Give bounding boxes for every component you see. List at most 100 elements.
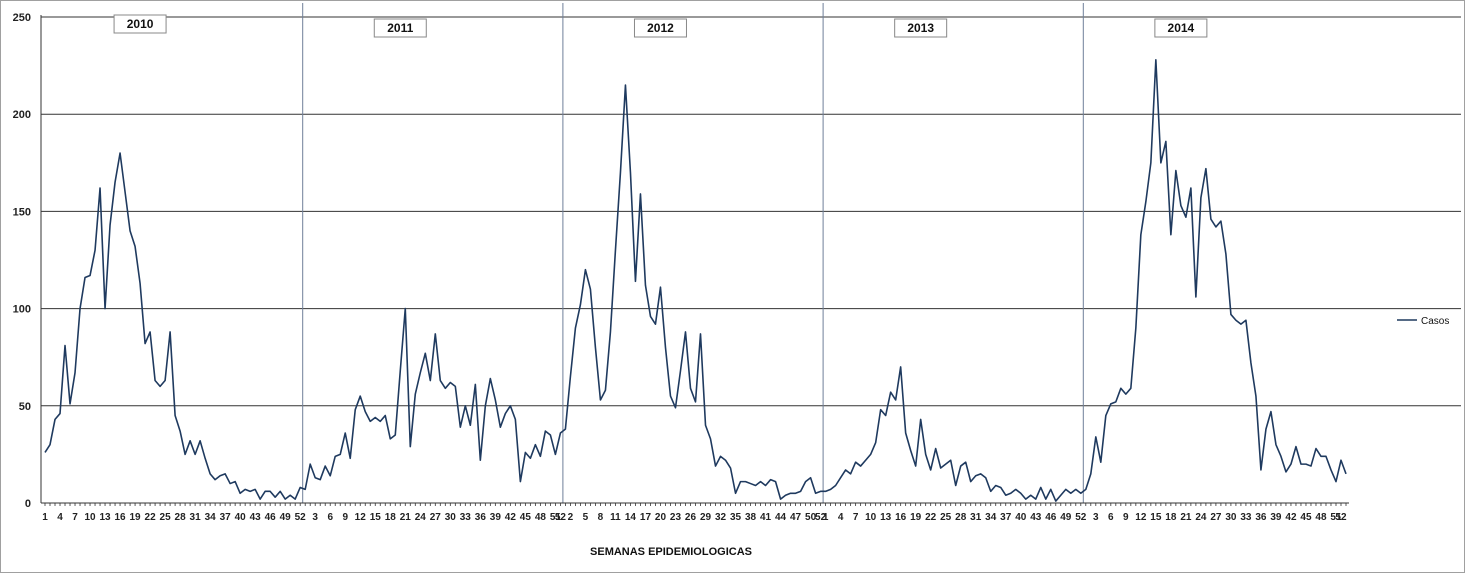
axes <box>40 15 1349 504</box>
x-tick-label: 25 <box>160 512 172 523</box>
x-tick-label: 15 <box>1150 512 1162 523</box>
x-tick-label: 29 <box>700 512 712 523</box>
year-label-2010: 2010 <box>127 17 154 31</box>
x-tick-label: 36 <box>1255 512 1267 523</box>
x-tick-label: 5 <box>583 512 589 523</box>
x-tick-label: 43 <box>1030 512 1042 523</box>
x-tick-label: 28 <box>175 512 187 523</box>
x-tick-label: 16 <box>895 512 907 523</box>
year-label-2013: 2013 <box>907 21 934 35</box>
x-tick-label: 12 <box>1135 512 1147 523</box>
x-tick-label: 4 <box>57 512 63 523</box>
x-tick-label: 37 <box>220 512 232 523</box>
year-label-2014: 2014 <box>1168 21 1195 35</box>
x-tick-label: 23 <box>670 512 682 523</box>
x-tick-label: 52 <box>555 512 567 523</box>
x-tick-label: 39 <box>490 512 502 523</box>
x-tick-label: 7 <box>853 512 859 523</box>
x-tick-label: 50 <box>805 512 817 523</box>
x-tick-label: 46 <box>1045 512 1057 523</box>
x-tick-label: 39 <box>1270 512 1282 523</box>
legend: Casos <box>1397 316 1449 327</box>
year-label-box <box>633 18 687 38</box>
x-tick-label: 52 <box>1075 512 1087 523</box>
x-tick-label: 19 <box>130 512 142 523</box>
x-tick-label: 40 <box>235 512 247 523</box>
year-labels: 2010 2011 2012 2013 2014 <box>113 14 1208 38</box>
x-tick-label: 49 <box>280 512 292 523</box>
x-tick-label: 36 <box>475 512 487 523</box>
y-axis-ticks: 0 50 100 150 200 250 <box>13 12 31 510</box>
x-tick-label: 18 <box>385 512 397 523</box>
x-tick-label: 34 <box>205 512 217 523</box>
x-tick-label: 52 <box>815 512 827 523</box>
x-tick-label: 7 <box>72 512 78 523</box>
x-tick-label: 3 <box>1093 512 1099 523</box>
x-tick-label: 31 <box>190 512 202 523</box>
x-tick-label: 26 <box>685 512 697 523</box>
x-tick-label: 10 <box>865 512 877 523</box>
x-tick-label: 1 <box>42 512 48 523</box>
x-tick-label: 12 <box>355 512 367 523</box>
x-tick-label: 45 <box>1300 512 1312 523</box>
x-tick-label: 48 <box>1315 512 1327 523</box>
x-tick-label: 42 <box>1285 512 1297 523</box>
x-tick-label: 52 <box>1335 512 1347 523</box>
x-tick-label: 6 <box>1108 512 1114 523</box>
x-tick-label: 38 <box>745 512 757 523</box>
x-tick-label: 45 <box>520 512 532 523</box>
x-tick-label: 24 <box>1195 512 1207 523</box>
x-tick-label: 41 <box>760 512 772 523</box>
y-tick-label: 100 <box>13 304 31 316</box>
x-tick-label: 44 <box>775 512 787 523</box>
x-tick-label: 27 <box>1210 512 1222 523</box>
x-tick-label: 13 <box>99 512 111 523</box>
year-label-2012: 2012 <box>647 21 674 35</box>
x-tick-label: 37 <box>1000 512 1012 523</box>
x-tick-label: 16 <box>114 512 126 523</box>
x-tick-label: 4 <box>838 512 844 523</box>
y-tick-label: 0 <box>25 498 31 510</box>
x-tick-label: 13 <box>880 512 892 523</box>
x-tick-label: 30 <box>445 512 457 523</box>
y-tick-label: 200 <box>13 109 31 121</box>
x-axis-ticks: 1 4 7 10 13 16 19 22 25 28 31 34 37 40 43 46 49 52 3 6 9 12 15… <box>42 503 1347 523</box>
year-label-box <box>113 14 167 34</box>
x-tick-label: 15 <box>370 512 382 523</box>
x-tick-label: 27 <box>430 512 442 523</box>
x-tick-label: 9 <box>1123 512 1129 523</box>
x-tick-label: 14 <box>625 512 637 523</box>
x-tick-label: 21 <box>400 512 412 523</box>
legend-label-casos: Casos <box>1421 316 1449 327</box>
y-tick-label: 50 <box>19 401 31 413</box>
x-tick-label: 42 <box>505 512 517 523</box>
x-tick-label: 30 <box>1225 512 1237 523</box>
x-tick-label: 8 <box>598 512 604 523</box>
x-tick-label: 10 <box>84 512 96 523</box>
x-tick-label: 35 <box>730 512 742 523</box>
x-tick-label: 17 <box>640 512 652 523</box>
x-tick-label: 51 <box>1330 512 1342 523</box>
x-tick-label: 20 <box>655 512 667 523</box>
x-tick-label: 25 <box>940 512 952 523</box>
x-tick-label: 46 <box>265 512 277 523</box>
x-tick-label: 33 <box>460 512 472 523</box>
x-tick-label: 22 <box>925 512 937 523</box>
x-tick-label: 18 <box>1165 512 1177 523</box>
x-tick-label: 19 <box>910 512 922 523</box>
x-tick-label: 6 <box>327 512 333 523</box>
year-label-box <box>894 18 948 38</box>
x-tick-label: 9 <box>342 512 348 523</box>
x-tick-label: 52 <box>295 512 307 523</box>
x-tick-label: 43 <box>250 512 262 523</box>
x-tick-label: 32 <box>715 512 727 523</box>
x-tick-label: 2 <box>568 512 574 523</box>
year-label-box <box>1154 18 1208 38</box>
gridlines <box>41 16 1461 407</box>
x-tick-label: 34 <box>985 512 997 523</box>
y-tick-label: 250 <box>13 12 31 24</box>
x-axis-label: SEMANAS EPIDEMIOLOGICAS <box>590 546 752 558</box>
x-tick-label: 24 <box>415 512 427 523</box>
x-tick-label: 40 <box>1015 512 1027 523</box>
x-tick-label: 1 <box>823 512 829 523</box>
